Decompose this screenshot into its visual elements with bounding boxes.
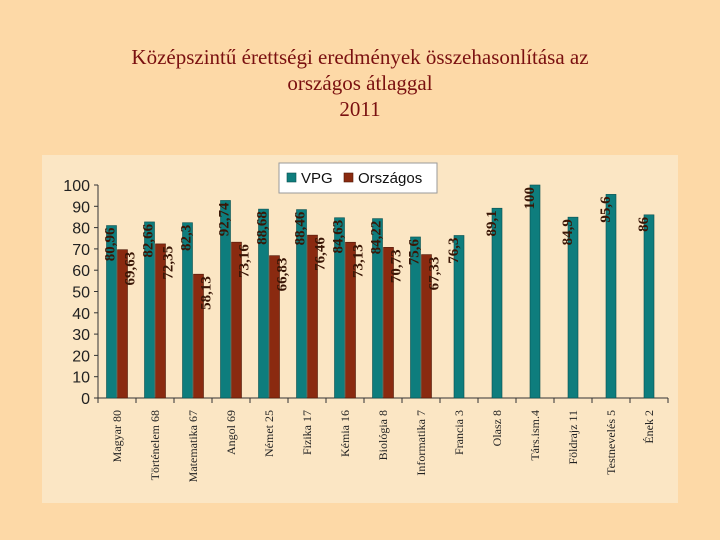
bar-vpg xyxy=(643,214,655,399)
legend-label-orszagos: Országos xyxy=(358,170,422,187)
data-label-vpg: 84,63 xyxy=(331,220,347,254)
bar-orszagos xyxy=(421,254,432,399)
y-tick-label: 20 xyxy=(72,348,90,365)
data-label-vpg: 88,46 xyxy=(293,211,309,245)
x-category-label: Matematika 67 xyxy=(186,410,200,482)
x-category-label: Ének 2 xyxy=(642,410,656,444)
x-category-label: Történelem 68 xyxy=(148,410,162,480)
y-tick-label: 60 xyxy=(72,263,90,280)
data-label-vpg: 89,1 xyxy=(484,210,500,236)
bar-orszagos xyxy=(117,249,128,399)
bar-orszagos xyxy=(345,241,356,399)
data-label-orszagos: 66,83 xyxy=(275,258,291,292)
chart-title-line-2: országos átlaggal xyxy=(287,71,433,95)
bar-vpg xyxy=(567,216,579,399)
x-category-label: Francia 3 xyxy=(452,410,466,455)
data-label-vpg: 80,96 xyxy=(103,227,119,261)
bar-vpg xyxy=(144,221,155,399)
legend-box xyxy=(278,162,438,194)
data-label-vpg: 84,9 xyxy=(560,219,576,245)
x-category-label: Olasz 8 xyxy=(490,410,504,446)
data-label-vpg: 84,22 xyxy=(369,221,385,255)
bar-vpg xyxy=(491,207,503,399)
bar-vpg xyxy=(410,236,421,399)
y-tick-label: 0 xyxy=(81,391,90,408)
data-label-orszagos: 67,33 xyxy=(427,257,443,291)
bar-vpg xyxy=(182,222,193,399)
data-label-orszagos: 73,16 xyxy=(237,244,253,278)
y-tick-label: 70 xyxy=(72,242,90,259)
data-label-vpg: 92,74 xyxy=(217,202,233,236)
x-category-label: Informatika 7 xyxy=(414,410,428,476)
bar-vpg xyxy=(453,235,465,399)
y-tick-label: 50 xyxy=(72,285,90,302)
bar-vpg xyxy=(605,194,617,399)
bar-orszagos xyxy=(155,243,166,399)
y-tick-label: 80 xyxy=(72,221,90,238)
data-label-orszagos: 58,13 xyxy=(199,276,215,310)
bar-vpg xyxy=(220,200,231,399)
x-category-label: Angol 69 xyxy=(224,410,238,455)
data-label-vpg: 76,3 xyxy=(446,237,462,263)
x-category-label: Földrajz 11 xyxy=(566,410,580,465)
x-category-label: Kémia 16 xyxy=(338,410,352,457)
bar-vpg xyxy=(106,225,117,399)
data-label-vpg: 86 xyxy=(636,216,652,232)
chart-title-line-3: 2011 xyxy=(339,97,381,121)
bar-orszagos xyxy=(383,247,394,399)
chart-title: Középszintű érettségi eredmények összeha… xyxy=(40,44,680,122)
bar-orszagos xyxy=(193,273,204,399)
data-label-vpg: 75,6 xyxy=(407,238,423,265)
data-label-orszagos: 76,46 xyxy=(313,237,329,271)
y-tick-label: 40 xyxy=(72,306,90,323)
x-category-label: Társ.ism.4 xyxy=(528,410,542,461)
bar-vpg xyxy=(334,217,345,399)
data-label-orszagos: 69,63 xyxy=(123,252,139,286)
bar-vpg xyxy=(372,218,383,399)
bar-vpg xyxy=(258,208,269,399)
data-label-vpg: 82,66 xyxy=(141,223,157,257)
data-label-orszagos: 72,35 xyxy=(161,246,177,280)
bar-orszagos xyxy=(307,234,318,399)
y-tick-label: 10 xyxy=(72,370,90,387)
y-tick-label: 30 xyxy=(72,327,90,344)
x-category-label: Német 25 xyxy=(262,410,276,457)
legend-swatch-orszagos xyxy=(343,172,354,183)
y-tick-label: 100 xyxy=(63,178,90,195)
bar-vpg xyxy=(296,209,307,399)
x-category-label: Fizika 17 xyxy=(300,410,314,455)
y-tick-label: 90 xyxy=(72,199,90,216)
legend-label-vpg: VPG xyxy=(301,170,333,187)
bar-orszagos xyxy=(269,255,280,399)
data-label-vpg: 95,6 xyxy=(598,196,614,223)
chart-title-line-1: Középszintű érettségi eredmények összeha… xyxy=(131,45,589,69)
x-category-label: Testnevelés 5 xyxy=(604,410,618,475)
bar-vpg xyxy=(529,184,541,399)
data-label-vpg: 82,3 xyxy=(179,225,195,251)
data-label-orszagos: 73,13 xyxy=(351,244,367,278)
x-category-label: Magyar 80 xyxy=(110,410,124,462)
x-category-label: Biológia 8 xyxy=(376,410,390,460)
legend-swatch-vpg xyxy=(286,172,297,183)
data-label-orszagos: 70,73 xyxy=(389,249,405,283)
data-label-vpg: 100 xyxy=(522,187,538,210)
bar-orszagos xyxy=(231,241,242,399)
chart-panel xyxy=(42,155,678,503)
data-label-vpg: 88,68 xyxy=(255,211,271,245)
